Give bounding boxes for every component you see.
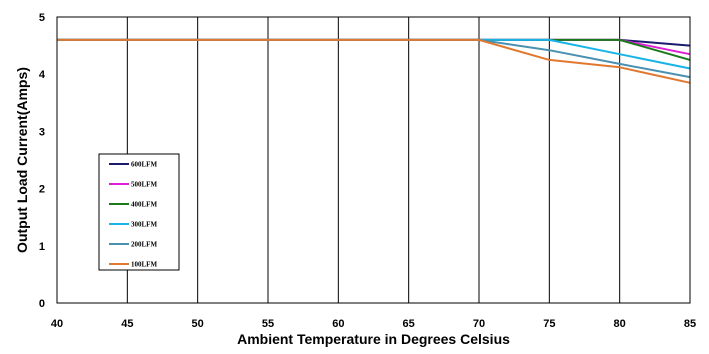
x-tick-label: 75 [543, 318, 555, 330]
x-tick-label: 80 [614, 318, 626, 330]
series-lines [57, 38, 691, 84]
legend-label: 400LFM [131, 201, 157, 209]
grid [126, 17, 621, 303]
legend-label: 100LFM [131, 261, 157, 269]
x-tick-label: 55 [262, 318, 274, 330]
y-tick-label: 3 [39, 126, 45, 138]
x-tick-label: 60 [332, 318, 344, 330]
legend: 600LFM 500LFM 400LFM 300LFM 200LFM 100LFM [98, 153, 180, 271]
x-tick-label: 70 [473, 318, 485, 330]
y-tick-label: 1 [39, 241, 45, 253]
plot-frame [56, 16, 691, 304]
x-tick-label: 45 [121, 318, 133, 330]
series-line-200lfm [57, 38, 691, 79]
y-axis-title: Output Load Current(Amps) [14, 67, 30, 253]
series-line-500lfm [57, 38, 691, 56]
y-tick-label: 2 [39, 184, 45, 196]
x-tick-label: 40 [51, 318, 63, 330]
x-tick-label: 50 [192, 318, 204, 330]
y-tick-label: 5 [39, 12, 45, 24]
y-tick-label: 4 [39, 69, 46, 81]
y-tick-label: 0 [39, 298, 45, 310]
legend-label: 500LFM [131, 181, 157, 189]
x-tick-label: 65 [403, 318, 415, 330]
x-tick-label: 85 [684, 318, 696, 330]
legend-label: 200LFM [131, 241, 157, 249]
x-axis-title: Ambient Temperature in Degrees Celsius [237, 331, 510, 347]
legend-label: 600LFM [131, 161, 157, 169]
series-line-100lfm [57, 38, 691, 84]
legend-box [98, 153, 180, 271]
legend-label: 300LFM [131, 221, 157, 229]
